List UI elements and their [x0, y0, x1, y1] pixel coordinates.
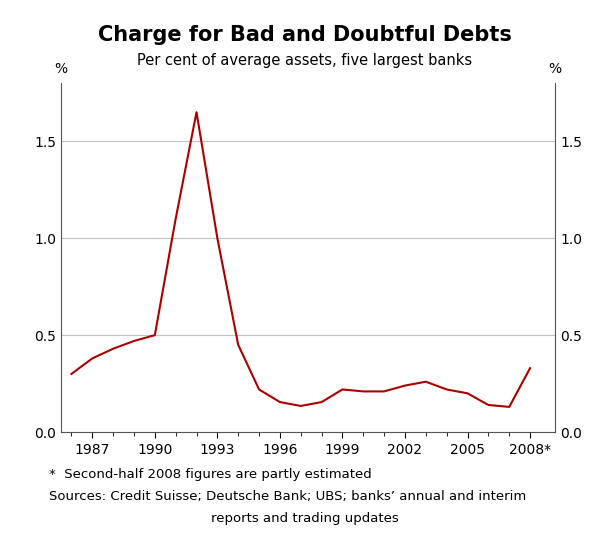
Text: Sources: Credit Suisse; Deutsche Bank; UBS; banks’ annual and interim: Sources: Credit Suisse; Deutsche Bank; U…: [49, 490, 526, 503]
Text: *  Second-half 2008 figures are partly estimated: * Second-half 2008 figures are partly es…: [49, 468, 371, 481]
Text: %: %: [548, 62, 562, 76]
Text: reports and trading updates: reports and trading updates: [211, 512, 399, 525]
Text: Charge for Bad and Doubtful Debts: Charge for Bad and Doubtful Debts: [98, 25, 512, 45]
Text: %: %: [54, 62, 68, 76]
Text: Per cent of average assets, five largest banks: Per cent of average assets, five largest…: [137, 53, 473, 68]
